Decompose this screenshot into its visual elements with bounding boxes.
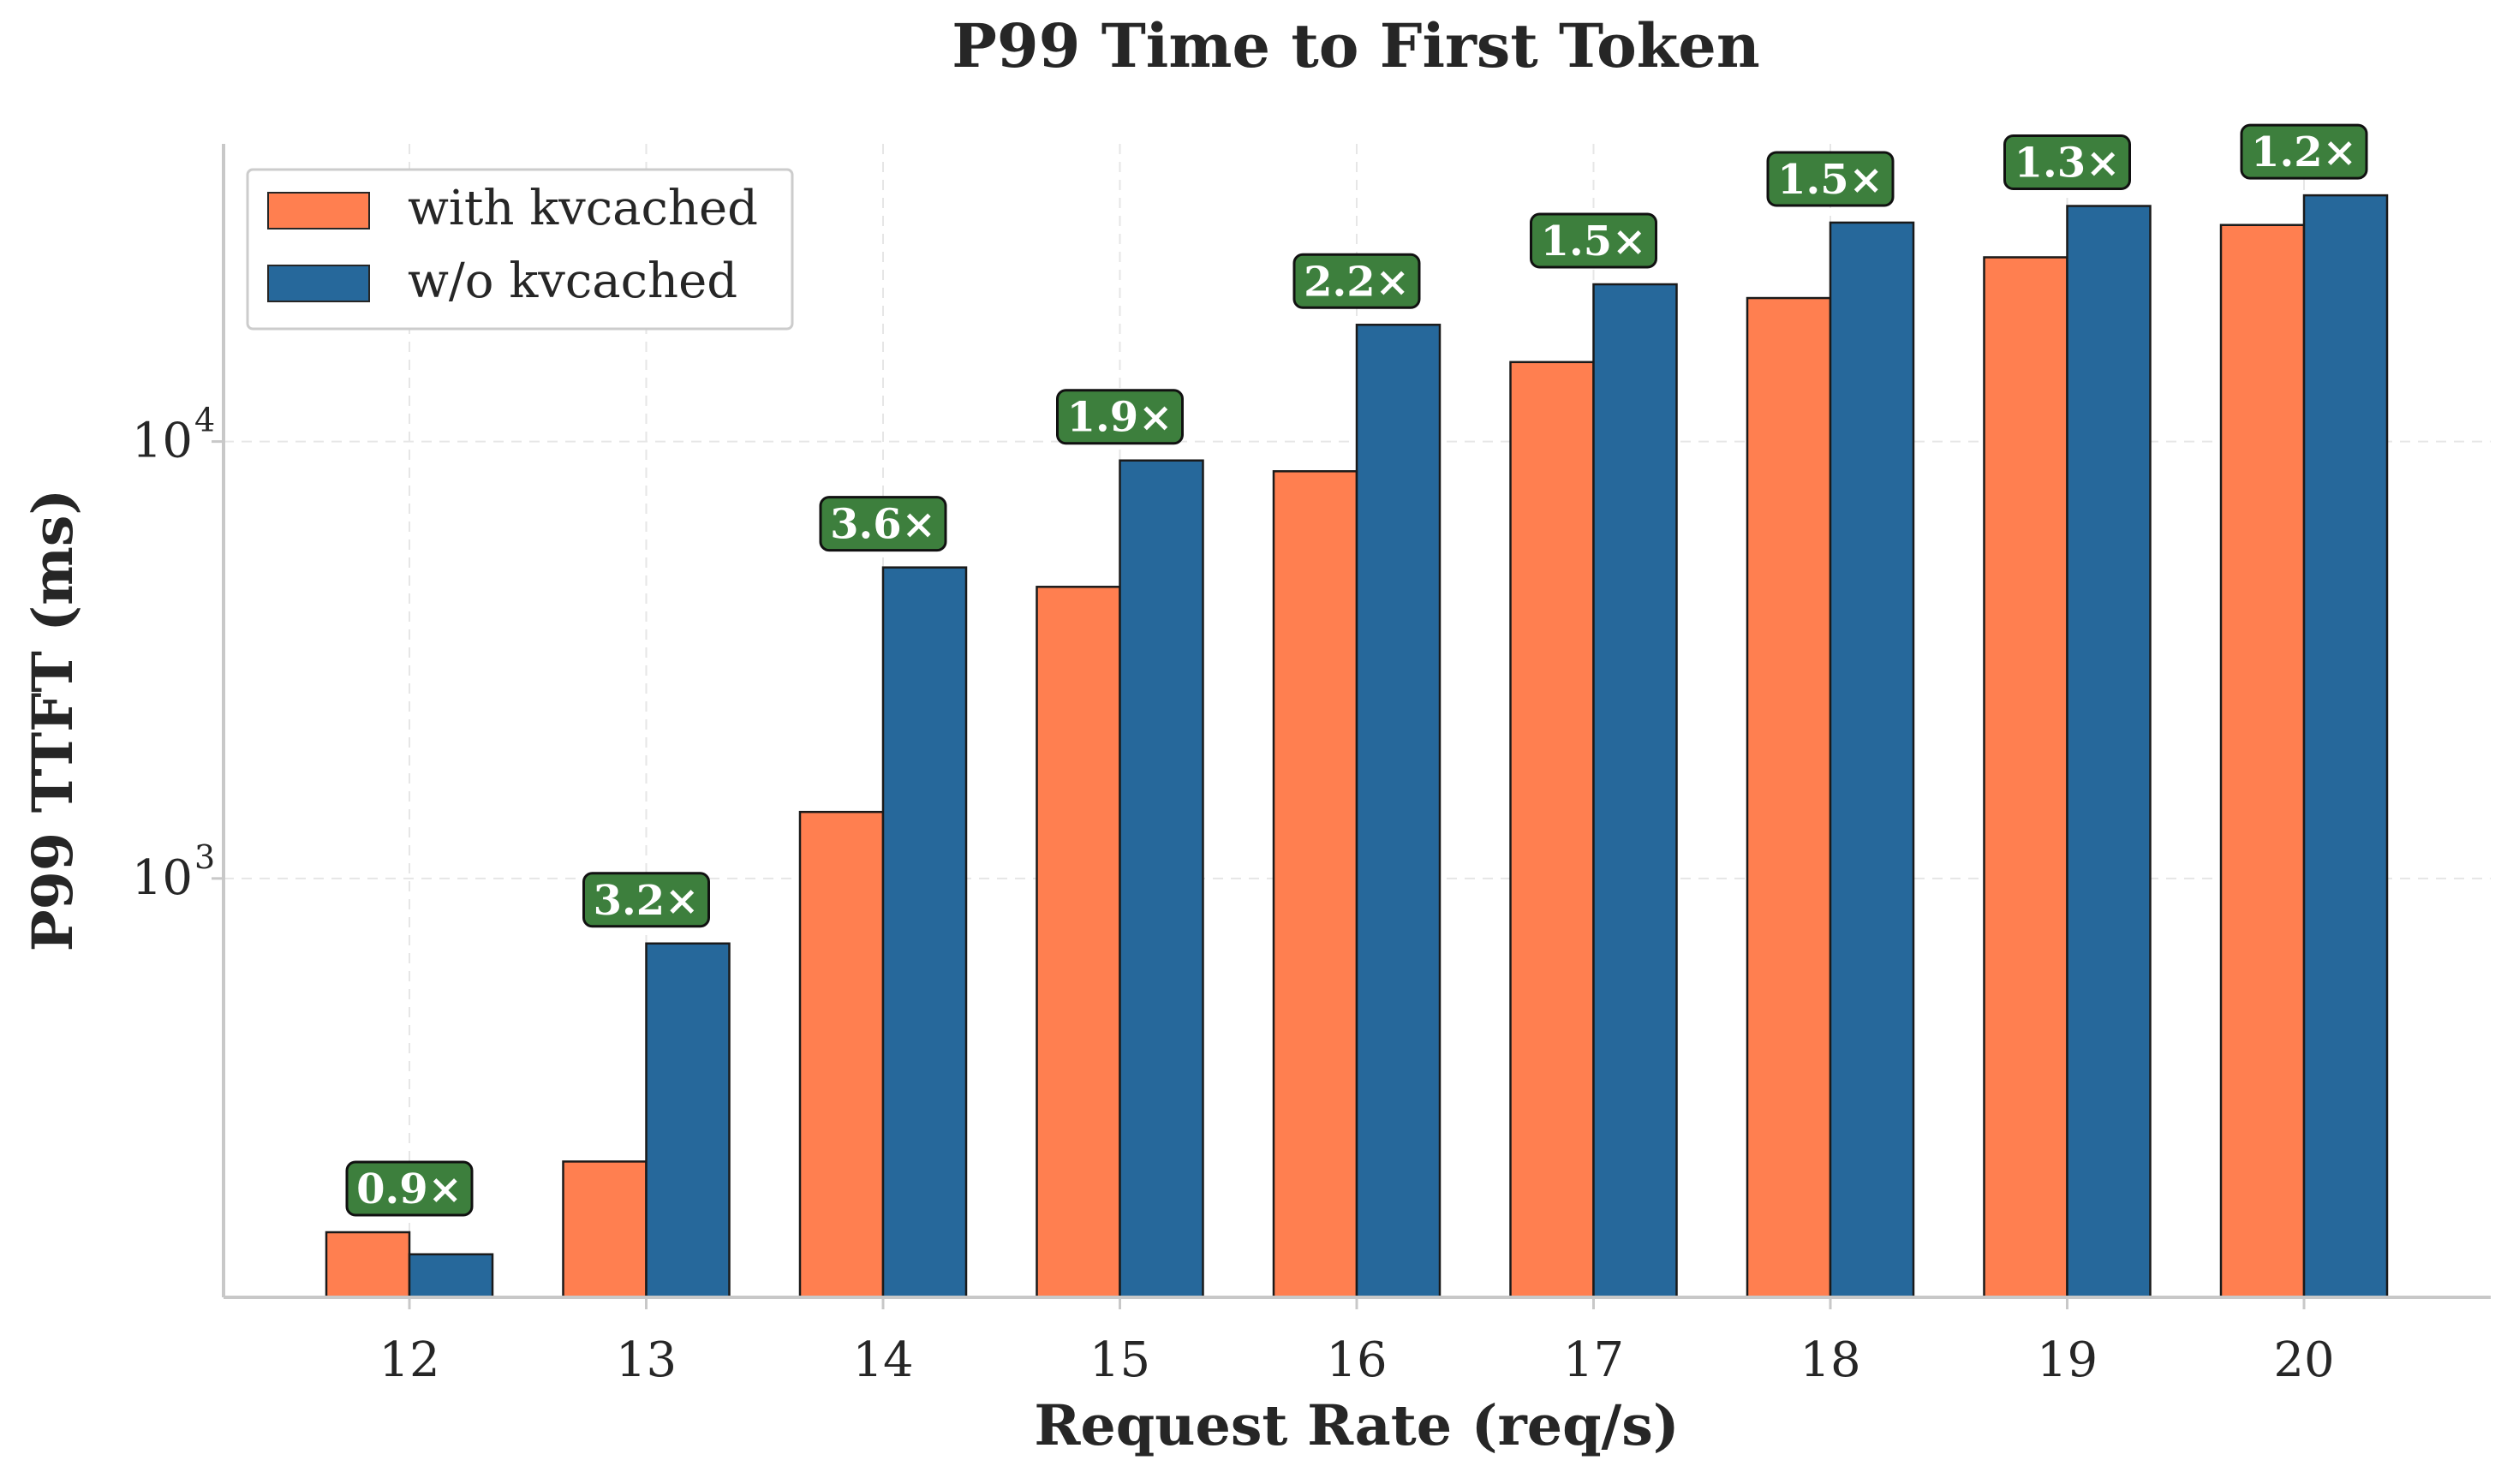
x-axis-label: Request Rate (req/s) xyxy=(1034,1393,1679,1458)
legend-label-without-kvcached: w/o kvcached xyxy=(408,253,737,309)
legend-swatch-with-kvcached xyxy=(267,192,370,229)
bar-with-kvcached xyxy=(325,1231,411,1299)
speedup-badge xyxy=(2003,134,2131,191)
bar-without-kvcached xyxy=(881,566,968,1299)
x-tick-label: 13 xyxy=(616,1332,677,1388)
bar-without-kvcached xyxy=(1355,324,1442,1299)
speedup-badge xyxy=(2240,123,2368,180)
x-tick-label: 16 xyxy=(1326,1332,1387,1388)
x-ticks: 12 13 14 15 16 17 18 19 20 xyxy=(379,1297,2335,1388)
speedup-badge xyxy=(1056,389,1184,445)
x-tick-label: 15 xyxy=(1089,1332,1150,1388)
speedup-label: 1.5× xyxy=(1777,156,1883,204)
bar-without-kvcached xyxy=(2302,194,2389,1299)
speedup-label: 3.6× xyxy=(830,501,936,549)
speedup-badge xyxy=(1530,212,1657,269)
bar-with-kvcached xyxy=(2219,223,2306,1299)
speedup-badge xyxy=(1766,151,1895,207)
speedup-label: 1.3× xyxy=(2015,140,2121,188)
legend-frame xyxy=(246,168,794,331)
speedup-label: 2.2× xyxy=(1304,258,1410,306)
legend-swatch-without-kvcached xyxy=(267,265,370,302)
speedup-badge xyxy=(345,1160,474,1217)
bar-with-kvcached xyxy=(1983,256,2068,1299)
y-tick-exponent: 4 xyxy=(194,402,215,439)
bar-without-kvcached xyxy=(1592,283,1678,1299)
bar-with-kvcached xyxy=(1036,586,1121,1299)
x-tick-label: 14 xyxy=(852,1332,913,1388)
chart-title: P99 Time to First Token xyxy=(952,10,1759,81)
bars xyxy=(325,194,2389,1299)
y-axis-label: P99 TTFT (ms) xyxy=(21,489,86,951)
speedup-label: 1.5× xyxy=(1541,218,1647,265)
speedup-label: 1.9× xyxy=(1067,394,1173,442)
speedup-label: 3.2× xyxy=(594,877,700,925)
bar-without-kvcached xyxy=(1119,459,1204,1299)
x-tick-label: 19 xyxy=(2037,1332,2098,1388)
x-tick-label: 18 xyxy=(1800,1332,1860,1388)
y-tick-label: 10 xyxy=(132,850,193,906)
legend-label-with-kvcached: with kvcached xyxy=(408,181,758,236)
bar-with-kvcached xyxy=(798,810,885,1299)
bar-without-kvcached xyxy=(1829,221,1915,1299)
speedup-badge xyxy=(582,872,710,928)
bar-without-kvcached xyxy=(2066,205,2152,1299)
bar-with-kvcached xyxy=(562,1160,648,1299)
y-tick-label: 10 xyxy=(132,414,193,469)
speedup-label: 0.9× xyxy=(356,1165,463,1213)
bar-without-kvcached xyxy=(645,942,731,1299)
speedup-badge xyxy=(1292,253,1421,309)
bar-with-kvcached xyxy=(1746,296,1832,1299)
bar-without-kvcached xyxy=(408,1253,494,1299)
bar-with-kvcached xyxy=(1509,361,1595,1299)
bar-with-kvcached xyxy=(1272,470,1358,1299)
x-tick-label: 17 xyxy=(1563,1332,1624,1388)
legend: with kvcached w/o kvcached xyxy=(246,168,794,331)
speedup-badge xyxy=(819,496,947,552)
x-tick-label: 20 xyxy=(2273,1332,2334,1388)
bar-annotations: 0.9× 3.2× 3.6× 1.9× 2.2× 1.5× 1.5× 1.3× 1.2× xyxy=(345,123,2368,1217)
x-tick-label: 12 xyxy=(379,1332,439,1388)
y-tick-exponent: 3 xyxy=(194,838,215,876)
speedup-label: 1.2× xyxy=(2251,128,2357,176)
